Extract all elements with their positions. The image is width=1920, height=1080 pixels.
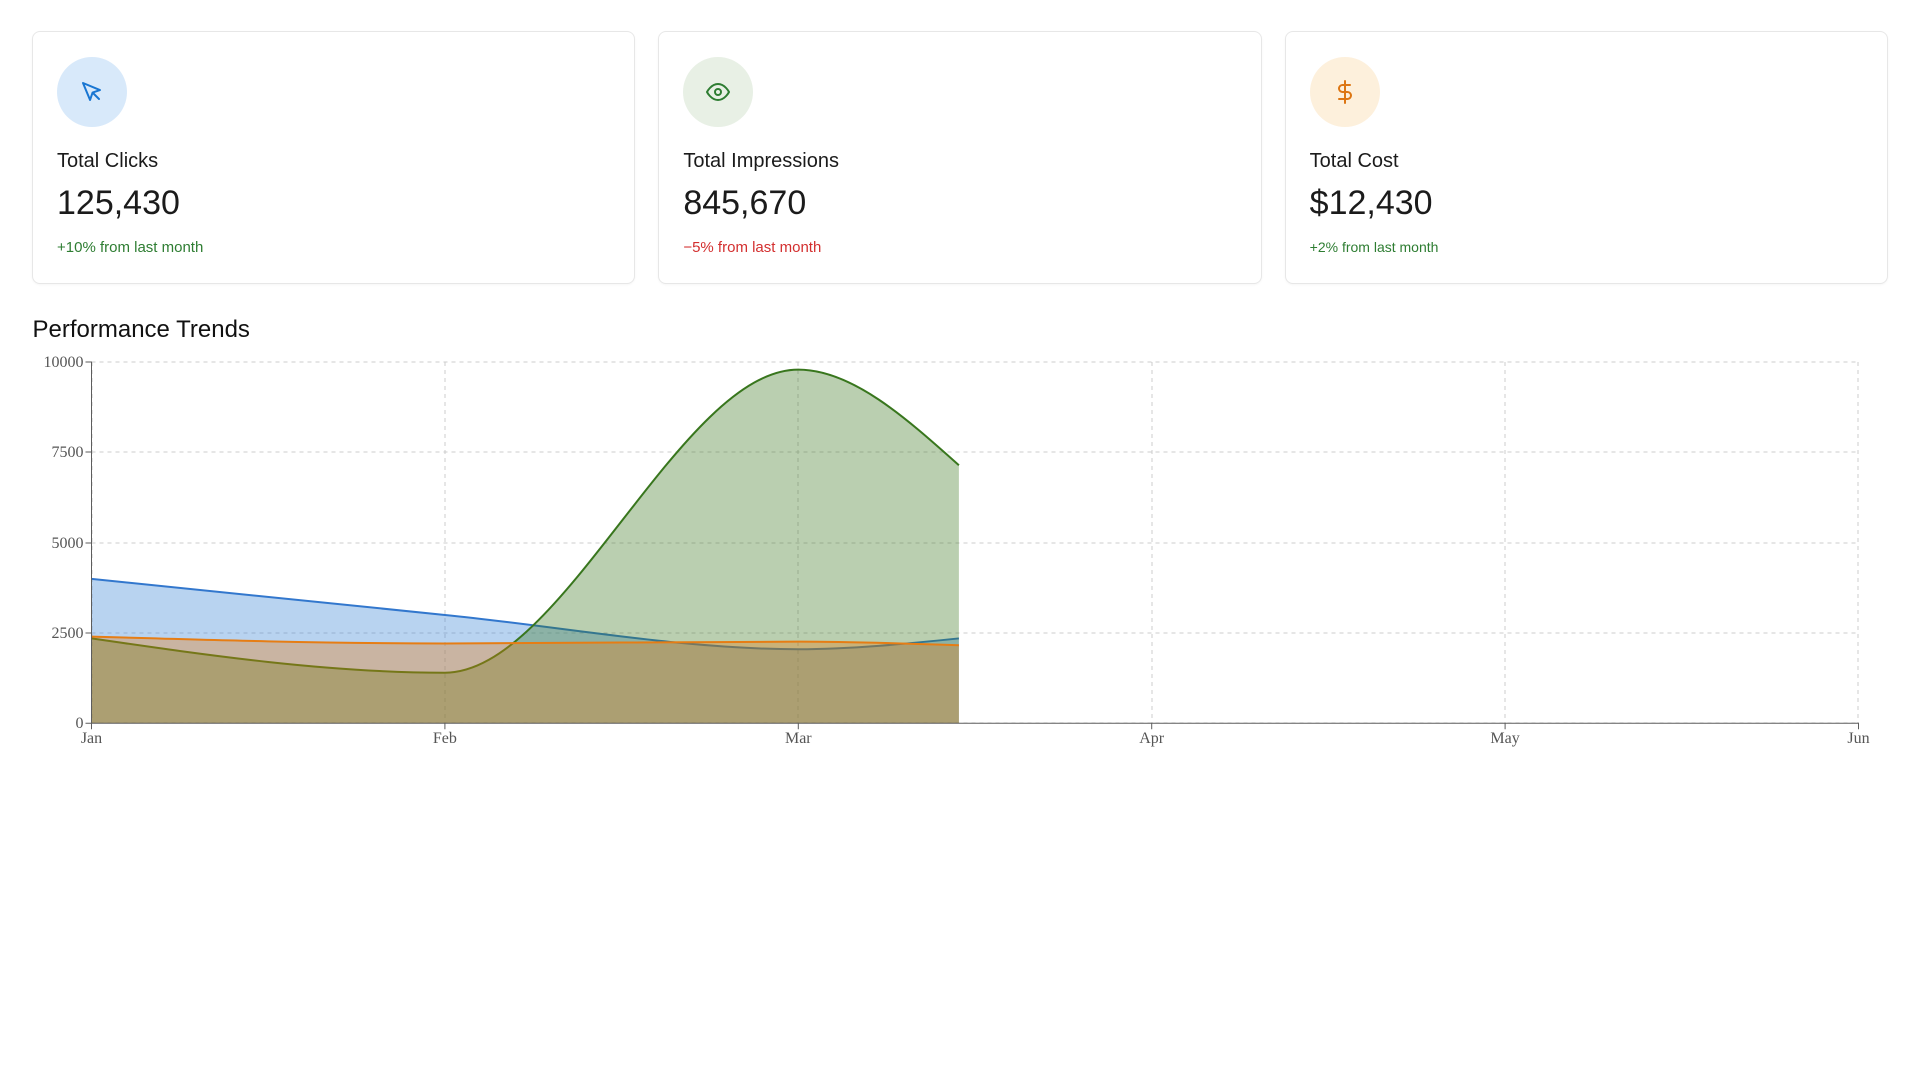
svg-text:10000: 10000 [44, 354, 84, 371]
svg-text:Apr: Apr [1139, 730, 1165, 747]
svg-text:May: May [1490, 730, 1519, 747]
svg-text:7500: 7500 [52, 444, 84, 461]
svg-text:0: 0 [76, 715, 84, 732]
svg-text:Mar: Mar [785, 730, 812, 747]
svg-text:5000: 5000 [52, 535, 84, 552]
svg-text:Feb: Feb [433, 730, 457, 747]
svg-text:Jan: Jan [81, 730, 102, 747]
svg-text:Jun: Jun [1847, 730, 1869, 747]
svg-text:2500: 2500 [52, 625, 84, 642]
